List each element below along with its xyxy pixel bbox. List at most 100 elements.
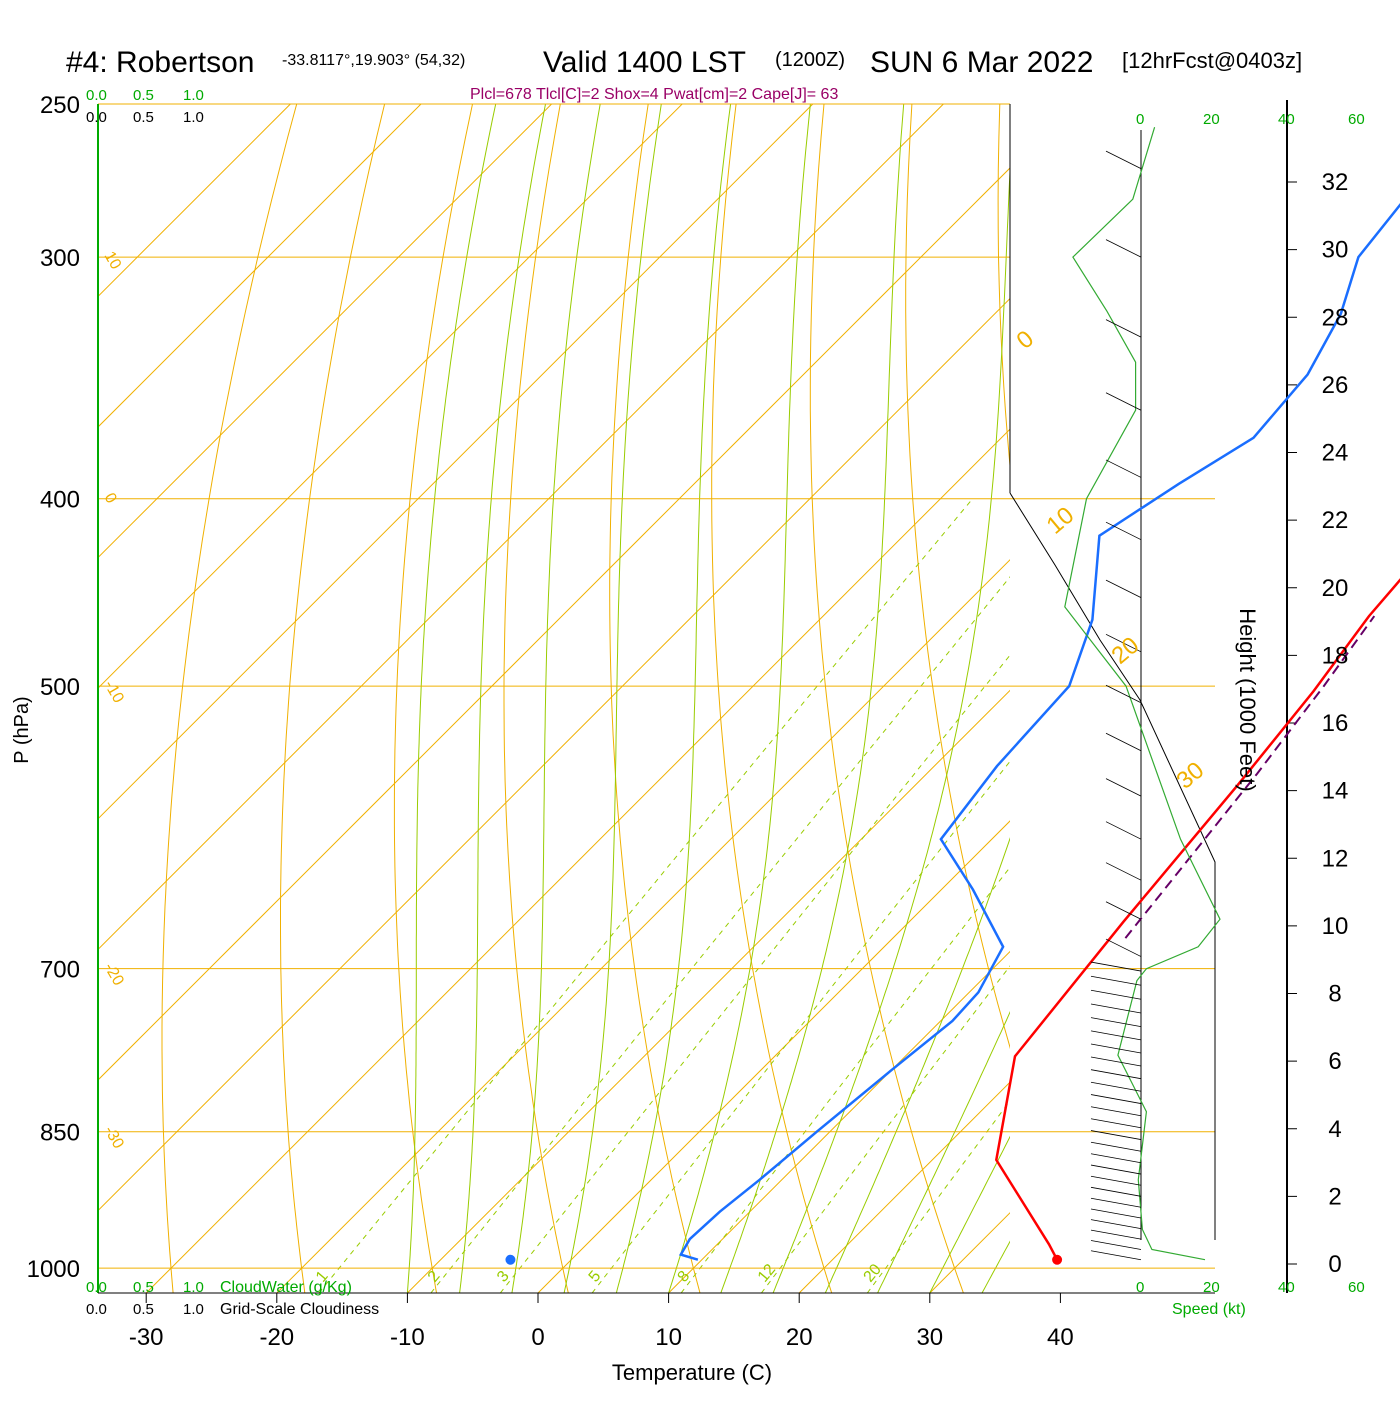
- wind-barb: [1106, 733, 1141, 751]
- height-tick-label: 6: [1328, 1048, 1341, 1075]
- wind-barb: [1106, 460, 1141, 478]
- wind-barb: [1106, 240, 1141, 258]
- mixing-ratio-label: 20: [860, 1261, 885, 1286]
- cloudiness-top-tick-1: 0.5: [133, 109, 154, 126]
- temp-tick-label: 20: [786, 1324, 813, 1351]
- height-tick-label: 16: [1322, 710, 1349, 737]
- wind-barb: [1091, 1220, 1141, 1229]
- moist-adiabat-line: [512, 104, 600, 1293]
- mixing-ratio-label: 2: [425, 1268, 444, 1286]
- dry-adiabat-line: [281, 104, 385, 1293]
- wind-barb: [1106, 320, 1141, 338]
- height-tick-label: 14: [1322, 778, 1349, 805]
- moist-adiabat-line: [982, 104, 1400, 1293]
- isotherm-line: [16, 104, 1205, 1293]
- dry-adiabat-label: 30: [1172, 757, 1210, 795]
- height-tick-label: 20: [1322, 575, 1349, 602]
- isotherm-line: [0, 104, 943, 1293]
- cloudiness-bottom-tick-1: 0.5: [133, 1301, 154, 1318]
- mixing-ratio-label: 3: [494, 1268, 513, 1286]
- cloudwater-bottom-tick-2: 1.0: [183, 1279, 204, 1296]
- wind-barb: [1091, 1142, 1141, 1151]
- background-grid: [0, 100, 1400, 1303]
- forecast-info: [12hrFcst@0403z]: [1122, 48, 1302, 73]
- dry-adiabat-line: [504, 104, 568, 1293]
- isotherm-line: [669, 104, 1400, 1293]
- height-tick-label: 26: [1322, 372, 1349, 399]
- cloudiness-top-tick-0: 0.0: [86, 109, 107, 126]
- wind-barb: [1091, 1230, 1141, 1239]
- surface-dewpoint-marker: [505, 1255, 515, 1265]
- wind-barb: [1106, 863, 1141, 881]
- mixing-ratio-label: 5: [586, 1268, 605, 1286]
- temp-tick-label: 0: [531, 1324, 544, 1351]
- isotherm-line: [1060, 104, 1400, 1293]
- wind-barb: [1091, 1198, 1141, 1207]
- height-tick-label: 10: [1322, 913, 1349, 940]
- wind-barb: [1091, 1176, 1141, 1185]
- dry-adiabat-line: [906, 104, 1095, 1293]
- isotherm-line: [0, 104, 682, 1293]
- cloudwater-bottom-tick-0: 0.0: [86, 1279, 107, 1296]
- speed-top-tick-0: 0: [1136, 111, 1144, 128]
- wind-barb: [1091, 1187, 1141, 1196]
- pressure-tick-label: 500: [40, 674, 80, 701]
- y-axis-title: P (hPa): [11, 696, 33, 763]
- cloudiness-bottom-tick-2: 1.0: [183, 1301, 204, 1318]
- pressure-tick-label: 400: [40, 487, 80, 514]
- wind-speed-line: [1065, 127, 1220, 1260]
- wind-barb: [1091, 1018, 1141, 1027]
- isotherm-label: -30: [101, 1123, 127, 1152]
- height-tick-label: 32: [1322, 169, 1349, 196]
- isotherm-label: 0: [101, 490, 120, 506]
- height-tick-label: 8: [1328, 981, 1341, 1008]
- dry-adiabat-line: [162, 104, 297, 1293]
- isotherm-label: 10: [101, 249, 125, 273]
- temp-tick-label: -20: [259, 1324, 294, 1351]
- height-axis-title: Height (1000 Feet): [1235, 608, 1260, 791]
- dry-adiabat-label: 10: [1042, 502, 1080, 540]
- height-tick-label: 12: [1322, 845, 1349, 872]
- speed-bottom-tick-2: 40: [1278, 1279, 1295, 1296]
- height-tick-label: 24: [1322, 440, 1349, 467]
- valid-time: Valid 1400 LST: [543, 46, 746, 79]
- temp-tick-label: 30: [916, 1324, 943, 1351]
- moist-adiabat-line: [616, 104, 730, 1293]
- surface-temperature-marker: [1052, 1255, 1062, 1265]
- wind-barb: [1106, 939, 1141, 957]
- temp-tick-label: -10: [390, 1324, 425, 1351]
- wind-barb: [1091, 1095, 1141, 1104]
- wind-barb: [1091, 976, 1141, 985]
- dry-adiabat-label: 0: [1012, 325, 1040, 354]
- dry-adiabat-line: [1264, 104, 1400, 1293]
- isotherm-line: [0, 104, 1074, 1293]
- height-tick-label: 18: [1322, 642, 1349, 669]
- moist-adiabat-line: [825, 104, 1142, 1293]
- speed-top-tick-2: 40: [1278, 111, 1295, 128]
- mixing-ratio-line: [592, 499, 1219, 1293]
- isotherm-line: [799, 104, 1400, 1293]
- wind-barb: [1091, 1031, 1141, 1040]
- speed-top-tick-1: 20: [1203, 111, 1220, 128]
- moist-adiabat-line: [407, 104, 495, 1293]
- speed-top-tick-3: 60: [1348, 111, 1365, 128]
- station-title: #4: Robertson: [66, 46, 254, 79]
- wind-barb: [1091, 1044, 1141, 1053]
- isotherm-line: [146, 104, 1335, 1293]
- wind-barb: [1106, 779, 1141, 797]
- cloudwater-top-tick-2: 1.0: [183, 87, 204, 104]
- wind-barb: [1091, 1154, 1141, 1163]
- utc-time: (1200Z): [775, 49, 845, 71]
- wind-barb: [1091, 1107, 1141, 1116]
- wind-barb: [1091, 1209, 1141, 1218]
- wind-barb: [1091, 1165, 1141, 1174]
- wind-barb: [1091, 1240, 1141, 1249]
- isotherm-line: [538, 104, 1400, 1293]
- wind-barb: [1091, 1119, 1141, 1128]
- temp-tick-label: 40: [1047, 1324, 1074, 1351]
- dry-adiabat-line: [1351, 104, 1400, 1293]
- forecast-date: SUN 6 Mar 2022: [870, 46, 1093, 79]
- sounding-curves: [505, 127, 1400, 1265]
- x-axis-title: Temperature (C): [612, 1360, 772, 1385]
